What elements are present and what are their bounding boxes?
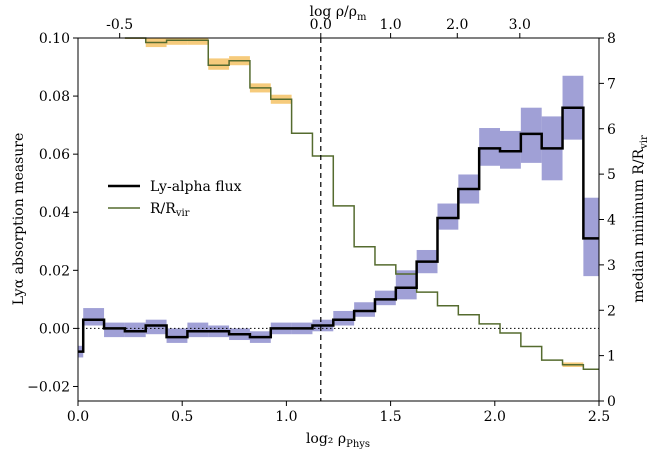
axes: 0.0 0.5 1.0 1.5 2.0 2.5−0.020.000.020.040.060… <box>27 17 616 425</box>
y-tick-label-right: 3 <box>607 258 616 274</box>
y-tick-label-left: 0.02 <box>39 263 70 279</box>
x-tick-label: 0.0 <box>67 409 89 425</box>
flux-band-bin <box>166 328 188 343</box>
top-tick-label: 2.0 <box>446 17 468 33</box>
flux-band-bin <box>124 322 146 338</box>
top-tick-label: 0.0 <box>310 17 332 33</box>
y-axis-label-right-sub: vir <box>639 135 650 150</box>
y-tick-label-right: 4 <box>607 213 616 229</box>
flux-band-bin <box>395 270 417 300</box>
x-tick-label: 1.5 <box>379 409 401 425</box>
y-tick-label-left: 0.06 <box>39 147 70 163</box>
top-tick-label: 1.0 <box>379 17 401 33</box>
flux-band-bin <box>520 107 542 163</box>
flux-band-bin <box>104 322 125 338</box>
y-tick-label-left: 0.04 <box>39 205 70 221</box>
y-tick-label-left: 0.00 <box>39 321 70 337</box>
flux-band-bin <box>583 197 599 277</box>
x-tick-label: 0.5 <box>171 409 193 425</box>
y-tick-label-right: 7 <box>607 76 616 92</box>
reference-lines <box>78 38 599 401</box>
y-tick-label-left: −0.02 <box>27 379 70 395</box>
flux-band-bin <box>374 290 396 306</box>
y-axis-label-right: median minimum R/Rvir <box>631 135 650 303</box>
y-tick-label-right: 2 <box>607 303 616 319</box>
rvir-band-bin <box>187 38 209 45</box>
y-axis-label-left: Lyα absorption measure <box>11 133 27 306</box>
flux-band-bin <box>145 319 167 335</box>
flux-band-bin <box>187 322 209 338</box>
flux-band-bin <box>83 308 105 326</box>
y-tick-label-left: 0.08 <box>39 89 70 105</box>
lines <box>78 37 599 370</box>
y-tick-label-right: 0 <box>607 394 616 410</box>
flux-line <box>78 106 599 353</box>
rvir-line <box>124 37 599 370</box>
y-tick-label-right: 5 <box>607 167 616 183</box>
legend-label-rvir: R/Rvir <box>150 201 190 219</box>
legend: Ly-alpha flux R/Rvir <box>108 179 242 219</box>
top-tick-label: 3.0 <box>509 17 531 33</box>
legend-label-flux: Ly-alpha flux <box>150 179 242 195</box>
top-axis-label-sub: m <box>357 12 367 23</box>
x-tick-label: 1.0 <box>275 409 297 425</box>
x-tick-label: 2.5 <box>588 409 610 425</box>
top-tick-label: -0.5 <box>106 17 133 33</box>
flux-band-bin <box>354 302 375 317</box>
x-tick-label: 2.0 <box>484 409 506 425</box>
flux-band-bin <box>437 203 459 230</box>
y-tick-label-left: 0.10 <box>39 31 70 47</box>
y-tick-label-right: 6 <box>607 122 616 138</box>
flux-band-bin <box>500 130 521 169</box>
flux-band-bin <box>479 128 501 166</box>
y-tick-label-right: 1 <box>607 349 616 365</box>
x-axis-label: log₂ ρPhys <box>306 431 370 450</box>
flux-band-bin <box>333 310 355 326</box>
top-axis-label: log ρ/ρm <box>310 4 368 23</box>
rvir-band-bin <box>166 38 188 45</box>
rvir-band-bin <box>208 58 230 70</box>
x-axis-label-sub: Phys <box>346 439 370 450</box>
y-tick-label-right: 8 <box>607 31 616 47</box>
